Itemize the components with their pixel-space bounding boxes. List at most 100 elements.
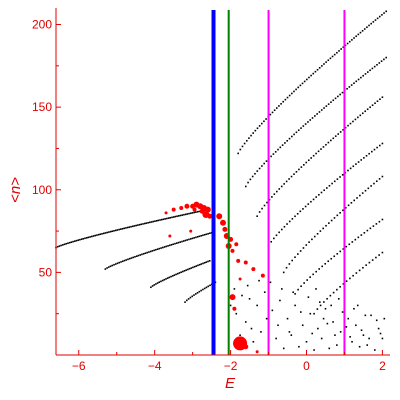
data-point — [108, 266, 110, 268]
data-point — [322, 146, 325, 148]
data-point — [307, 159, 310, 162]
data-point — [293, 173, 295, 175]
data-point — [162, 246, 164, 249]
data-point — [305, 161, 308, 164]
data-point — [297, 253, 299, 255]
data-point — [182, 240, 185, 242]
data-point — [68, 241, 71, 244]
data-point — [266, 201, 268, 204]
data-point — [70, 241, 73, 243]
data-point — [305, 244, 308, 246]
data-point — [275, 234, 278, 237]
data-point — [357, 161, 360, 163]
data-point — [353, 37, 355, 39]
data-point — [302, 125, 305, 127]
data-point — [368, 24, 370, 27]
data-point — [203, 287, 206, 290]
data-point — [174, 215, 177, 218]
data-point — [309, 312, 312, 315]
y-tick-label: 150 — [32, 100, 52, 114]
data-point — [273, 237, 275, 240]
data-point — [320, 109, 323, 111]
data-point — [381, 96, 384, 99]
data-point — [279, 299, 281, 302]
data-point — [260, 331, 262, 333]
data-point — [108, 231, 110, 233]
data-point — [186, 239, 189, 241]
data-point — [128, 257, 131, 260]
data-point — [298, 168, 300, 171]
x-tick-label: 0 — [303, 359, 310, 373]
data-point — [145, 222, 148, 224]
data-point — [310, 200, 312, 203]
data-point — [380, 60, 383, 62]
data-point — [191, 237, 194, 240]
data-point — [352, 120, 354, 123]
data-point — [318, 111, 321, 113]
data-point — [321, 265, 324, 268]
data-point — [248, 298, 251, 300]
data-point — [323, 189, 325, 192]
data-point — [374, 349, 376, 351]
data-point — [171, 275, 174, 277]
data-point — [357, 116, 359, 119]
data-point — [142, 223, 144, 225]
data-point — [307, 121, 309, 123]
data-point — [370, 314, 372, 317]
data-point — [244, 185, 247, 188]
data-point — [376, 100, 379, 103]
data-point — [339, 93, 341, 96]
data-point — [318, 193, 320, 196]
data-point — [252, 132, 254, 134]
data-point — [290, 175, 293, 178]
data-point — [198, 235, 201, 238]
highlight-point — [238, 277, 242, 281]
data-point — [189, 212, 192, 215]
data-point — [359, 194, 361, 197]
data-point — [319, 230, 322, 232]
data-point — [273, 109, 276, 112]
data-point — [353, 307, 355, 310]
data-point — [332, 321, 334, 323]
data-point — [118, 228, 120, 231]
data-point — [207, 285, 210, 288]
data-point — [191, 212, 194, 214]
data-point — [324, 307, 327, 310]
x-tick-label: −4 — [148, 359, 162, 373]
data-point — [151, 285, 154, 287]
data-point — [378, 178, 381, 180]
data-point — [198, 263, 201, 266]
data-point — [79, 238, 81, 241]
data-point — [328, 347, 331, 350]
data-point — [309, 119, 312, 121]
data-point — [342, 46, 345, 48]
data-point — [288, 94, 291, 97]
highlight-point — [255, 350, 259, 354]
data-point — [366, 26, 368, 29]
data-point — [82, 237, 85, 240]
data-point — [278, 188, 281, 190]
data-point — [180, 271, 182, 274]
data-point — [317, 327, 319, 330]
data-point — [383, 317, 386, 320]
data-point — [174, 242, 176, 245]
data-point — [196, 291, 199, 294]
data-point — [354, 118, 357, 121]
data-point — [336, 253, 339, 255]
data-point — [135, 255, 138, 257]
data-point — [243, 142, 246, 145]
data-point — [256, 127, 259, 130]
data-point — [202, 234, 204, 237]
data-point — [379, 98, 381, 101]
data-point — [372, 21, 375, 23]
data-point — [312, 72, 315, 75]
data-point — [362, 74, 364, 77]
data-point — [331, 55, 334, 58]
data-point — [348, 243, 351, 246]
highlight-point — [168, 234, 172, 238]
data-point — [250, 327, 253, 330]
data-point — [269, 113, 272, 116]
data-point — [352, 274, 354, 277]
data-point — [357, 236, 360, 239]
data-point — [288, 263, 291, 265]
